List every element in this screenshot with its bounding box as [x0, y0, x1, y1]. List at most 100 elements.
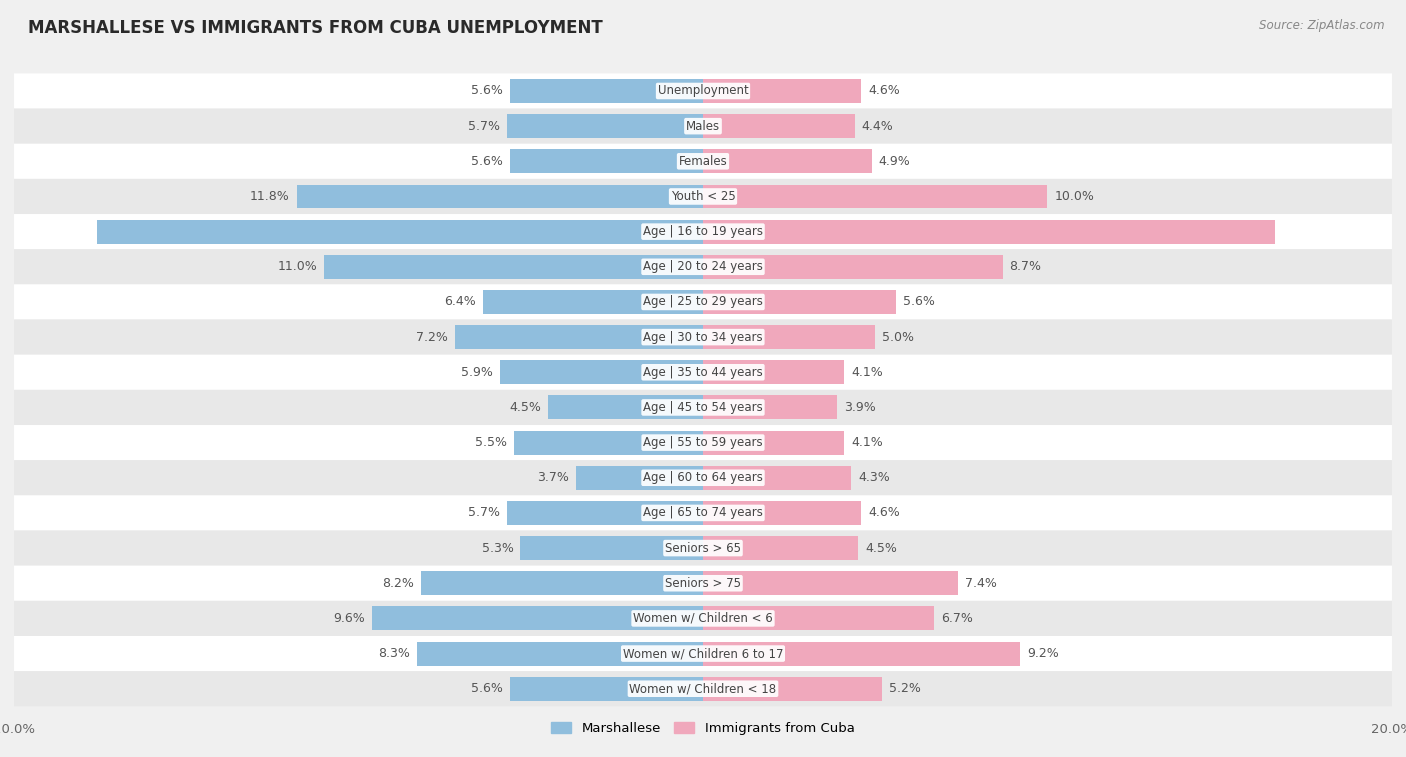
- Text: 9.2%: 9.2%: [1026, 647, 1059, 660]
- Bar: [97, 220, 703, 244]
- Bar: [703, 606, 934, 631]
- Text: Females: Females: [679, 155, 727, 168]
- Text: 5.7%: 5.7%: [468, 506, 499, 519]
- Text: 4.3%: 4.3%: [858, 472, 890, 484]
- Text: Age | 65 to 74 years: Age | 65 to 74 years: [643, 506, 763, 519]
- FancyBboxPatch shape: [14, 73, 1392, 108]
- Text: 4.5%: 4.5%: [865, 541, 897, 555]
- Bar: [297, 185, 703, 208]
- FancyBboxPatch shape: [14, 671, 1392, 706]
- Text: Women w/ Children < 18: Women w/ Children < 18: [630, 682, 776, 695]
- Text: 5.0%: 5.0%: [882, 331, 914, 344]
- Text: MARSHALLESE VS IMMIGRANTS FROM CUBA UNEMPLOYMENT: MARSHALLESE VS IMMIGRANTS FROM CUBA UNEM…: [28, 19, 603, 37]
- FancyBboxPatch shape: [14, 108, 1392, 144]
- Bar: [510, 677, 703, 701]
- FancyBboxPatch shape: [14, 636, 1392, 671]
- FancyBboxPatch shape: [14, 249, 1392, 285]
- Bar: [703, 114, 855, 138]
- FancyBboxPatch shape: [14, 319, 1392, 355]
- Bar: [575, 466, 703, 490]
- Bar: [323, 255, 703, 279]
- FancyBboxPatch shape: [14, 425, 1392, 460]
- Text: 6.4%: 6.4%: [444, 295, 475, 308]
- Text: 4.9%: 4.9%: [879, 155, 911, 168]
- Text: Age | 16 to 19 years: Age | 16 to 19 years: [643, 225, 763, 238]
- Bar: [703, 501, 862, 525]
- FancyBboxPatch shape: [14, 495, 1392, 531]
- Text: Youth < 25: Youth < 25: [671, 190, 735, 203]
- Bar: [373, 606, 703, 631]
- Bar: [482, 290, 703, 314]
- FancyBboxPatch shape: [14, 355, 1392, 390]
- Text: Source: ZipAtlas.com: Source: ZipAtlas.com: [1260, 19, 1385, 32]
- Bar: [506, 501, 703, 525]
- Bar: [703, 79, 862, 103]
- Bar: [548, 395, 703, 419]
- Text: 5.7%: 5.7%: [468, 120, 499, 132]
- Bar: [418, 642, 703, 665]
- Text: Age | 30 to 34 years: Age | 30 to 34 years: [643, 331, 763, 344]
- Text: 11.8%: 11.8%: [250, 190, 290, 203]
- Text: 6.7%: 6.7%: [941, 612, 973, 625]
- Bar: [456, 326, 703, 349]
- Bar: [510, 79, 703, 103]
- Bar: [703, 677, 882, 701]
- Bar: [703, 431, 844, 454]
- FancyBboxPatch shape: [14, 390, 1392, 425]
- FancyBboxPatch shape: [14, 531, 1392, 565]
- Text: Age | 35 to 44 years: Age | 35 to 44 years: [643, 366, 763, 378]
- Bar: [703, 326, 875, 349]
- Bar: [703, 395, 838, 419]
- Text: 7.2%: 7.2%: [416, 331, 449, 344]
- Text: 17.6%: 17.6%: [24, 225, 67, 238]
- Bar: [703, 185, 1047, 208]
- Text: 7.4%: 7.4%: [965, 577, 997, 590]
- FancyBboxPatch shape: [14, 460, 1392, 495]
- Bar: [513, 431, 703, 454]
- Text: Unemployment: Unemployment: [658, 85, 748, 98]
- Text: 3.9%: 3.9%: [844, 401, 876, 414]
- Bar: [499, 360, 703, 385]
- Bar: [703, 255, 1002, 279]
- FancyBboxPatch shape: [14, 144, 1392, 179]
- FancyBboxPatch shape: [14, 179, 1392, 214]
- Text: 4.6%: 4.6%: [869, 506, 900, 519]
- Text: Seniors > 75: Seniors > 75: [665, 577, 741, 590]
- Bar: [506, 114, 703, 138]
- Bar: [510, 149, 703, 173]
- Text: 4.5%: 4.5%: [509, 401, 541, 414]
- Text: 4.6%: 4.6%: [869, 85, 900, 98]
- Bar: [703, 536, 858, 560]
- Text: 9.6%: 9.6%: [333, 612, 366, 625]
- Text: 5.6%: 5.6%: [471, 155, 503, 168]
- Bar: [703, 290, 896, 314]
- Bar: [420, 572, 703, 595]
- Bar: [520, 536, 703, 560]
- Text: 5.6%: 5.6%: [471, 85, 503, 98]
- Text: Age | 25 to 29 years: Age | 25 to 29 years: [643, 295, 763, 308]
- Text: Age | 45 to 54 years: Age | 45 to 54 years: [643, 401, 763, 414]
- Text: 5.2%: 5.2%: [889, 682, 921, 695]
- FancyBboxPatch shape: [14, 285, 1392, 319]
- Bar: [703, 360, 844, 385]
- Legend: Marshallese, Immigrants from Cuba: Marshallese, Immigrants from Cuba: [546, 716, 860, 740]
- Text: Males: Males: [686, 120, 720, 132]
- Text: Age | 60 to 64 years: Age | 60 to 64 years: [643, 472, 763, 484]
- Text: 4.1%: 4.1%: [851, 436, 883, 449]
- Text: 5.9%: 5.9%: [461, 366, 494, 378]
- Text: 4.4%: 4.4%: [862, 120, 893, 132]
- Text: 8.3%: 8.3%: [378, 647, 411, 660]
- Text: 3.7%: 3.7%: [537, 472, 568, 484]
- FancyBboxPatch shape: [14, 214, 1392, 249]
- Text: 11.0%: 11.0%: [277, 260, 318, 273]
- Text: 5.5%: 5.5%: [475, 436, 506, 449]
- Text: 16.6%: 16.6%: [1339, 225, 1382, 238]
- FancyBboxPatch shape: [14, 565, 1392, 601]
- Bar: [703, 220, 1275, 244]
- Text: Age | 20 to 24 years: Age | 20 to 24 years: [643, 260, 763, 273]
- Text: 4.1%: 4.1%: [851, 366, 883, 378]
- Text: 8.7%: 8.7%: [1010, 260, 1042, 273]
- Text: 5.3%: 5.3%: [482, 541, 513, 555]
- Text: 8.2%: 8.2%: [382, 577, 413, 590]
- Text: 10.0%: 10.0%: [1054, 190, 1094, 203]
